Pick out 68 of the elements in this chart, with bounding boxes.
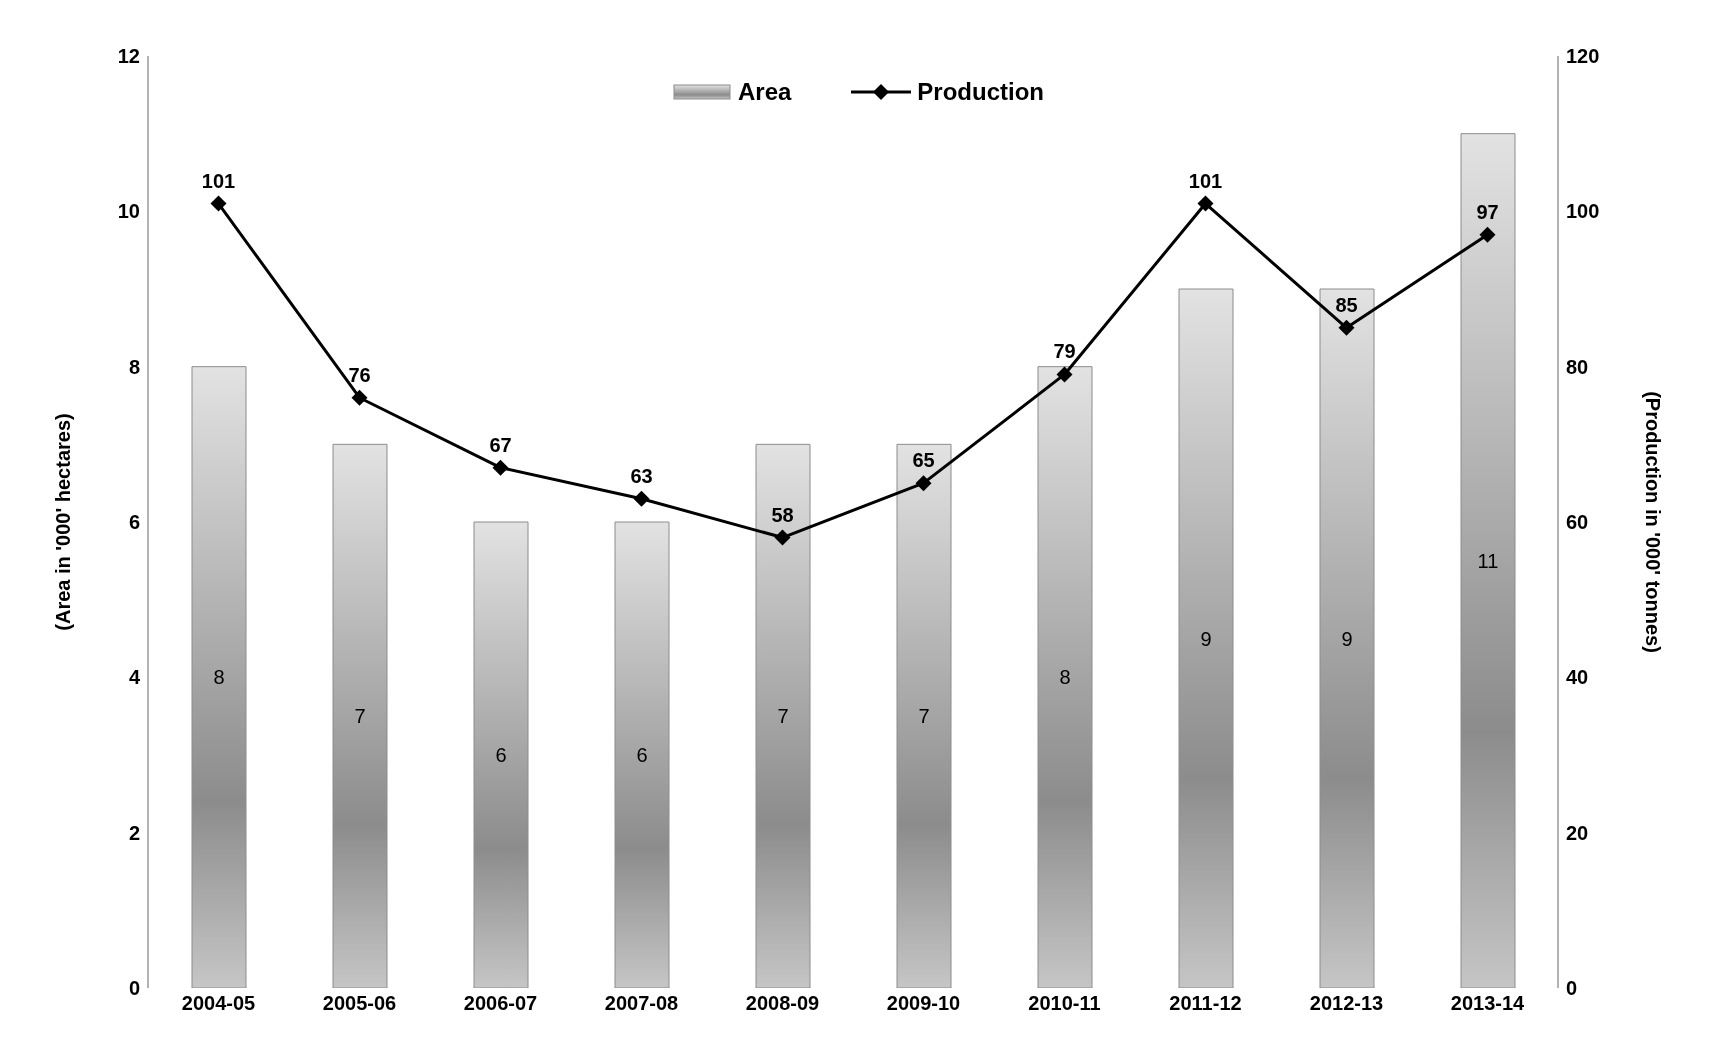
x-tick-label: 2004-05 bbox=[181, 992, 256, 1015]
data-label: 6 bbox=[636, 744, 648, 767]
data-label: 65 bbox=[912, 449, 935, 472]
data-label: 97 bbox=[1476, 200, 1499, 223]
data-label: 85 bbox=[1335, 293, 1358, 316]
bar bbox=[1319, 288, 1375, 988]
y-tick-label: 12 bbox=[117, 45, 140, 68]
y-tick-label: 8 bbox=[128, 355, 140, 378]
x-tick-label: 2008-09 bbox=[745, 992, 820, 1015]
x-tick-label: 2006-07 bbox=[463, 992, 538, 1015]
y2-tick-label: 100 bbox=[1566, 200, 1600, 223]
data-label: 7 bbox=[777, 705, 789, 728]
x-tick-label: 2013-14 bbox=[1450, 992, 1526, 1015]
y-tick-label: 2 bbox=[128, 821, 140, 844]
data-label: 6 bbox=[495, 744, 507, 767]
data-label: 101 bbox=[1188, 169, 1223, 192]
x-tick-label: 2011-12 bbox=[1169, 992, 1242, 1015]
bar bbox=[332, 443, 388, 988]
bar bbox=[896, 443, 952, 988]
y2-tick-label: 120 bbox=[1566, 45, 1600, 68]
data-label: 58 bbox=[771, 503, 794, 526]
point bbox=[915, 475, 932, 492]
x-tick-label: 2009-10 bbox=[886, 992, 961, 1015]
data-label: 8 bbox=[213, 666, 225, 689]
y-tick-label: 4 bbox=[128, 666, 141, 689]
bar bbox=[191, 366, 247, 988]
legend-label: Area bbox=[737, 78, 792, 106]
y-tick-label: 10 bbox=[117, 200, 140, 223]
y2-axis-title: (Production in '000' tonnes) bbox=[1641, 391, 1664, 653]
y2-tick-label: 40 bbox=[1566, 666, 1589, 689]
y2-tick-label: 20 bbox=[1566, 821, 1589, 844]
data-label: 101 bbox=[201, 169, 236, 192]
y-axis-title: (Area in '000' hectares) bbox=[52, 413, 75, 631]
point bbox=[633, 490, 650, 507]
data-label: 9 bbox=[1341, 627, 1353, 650]
data-label: 9 bbox=[1200, 627, 1212, 650]
data-label: 79 bbox=[1053, 340, 1076, 363]
bar bbox=[614, 521, 670, 988]
data-label: 76 bbox=[348, 363, 371, 386]
bar bbox=[1037, 366, 1093, 988]
data-label: 67 bbox=[489, 433, 512, 456]
point bbox=[774, 529, 791, 546]
point bbox=[1338, 319, 1355, 336]
y-tick-label: 0 bbox=[128, 977, 140, 1000]
data-label: 11 bbox=[1477, 549, 1499, 572]
y-tick-label: 6 bbox=[128, 511, 140, 534]
bar bbox=[1460, 133, 1516, 988]
point bbox=[1056, 366, 1073, 383]
y2-tick-label: 0 bbox=[1566, 977, 1578, 1000]
data-label: 7 bbox=[918, 705, 930, 728]
bar bbox=[473, 521, 529, 988]
x-tick-label: 2010-11 bbox=[1028, 992, 1101, 1015]
x-tick-label: 2005-06 bbox=[322, 992, 397, 1015]
point bbox=[351, 389, 368, 406]
legend-label: Production bbox=[917, 78, 1045, 106]
bar bbox=[1178, 288, 1234, 988]
point bbox=[1479, 226, 1496, 243]
point bbox=[492, 459, 509, 476]
y2-tick-label: 80 bbox=[1566, 355, 1589, 378]
point bbox=[210, 195, 227, 212]
x-tick-label: 2007-08 bbox=[604, 992, 679, 1015]
bar bbox=[755, 443, 811, 988]
x-tick-label: 2012-13 bbox=[1309, 992, 1384, 1015]
point bbox=[1197, 195, 1214, 212]
y2-tick-label: 60 bbox=[1566, 511, 1589, 534]
data-label: 7 bbox=[354, 705, 366, 728]
data-label: 8 bbox=[1059, 666, 1071, 689]
data-label: 63 bbox=[630, 464, 653, 487]
